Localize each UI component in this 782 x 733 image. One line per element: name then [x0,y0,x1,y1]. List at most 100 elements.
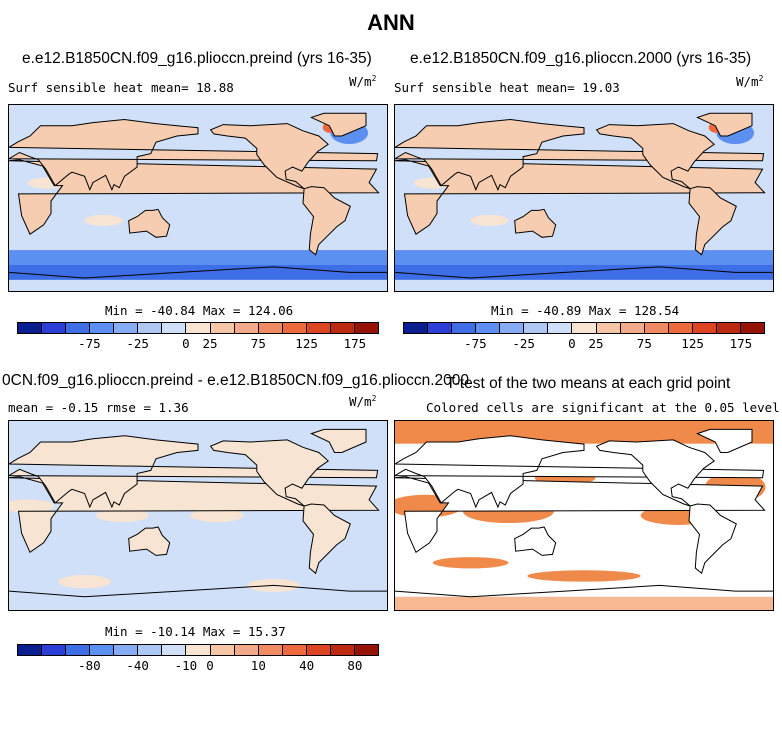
coastline-greenland [310,428,367,453]
colorbar-swatch [404,323,429,333]
coastline-eurasia [395,435,765,509]
colorbar-tick-label: 175 [343,336,367,351]
colorbar-swatch [306,323,331,333]
figure-title: ANN [367,10,415,35]
panel-2-map-svg [395,105,773,291]
colorbar-swatch [354,645,378,655]
colorbar-tick-label: 0 [182,336,190,351]
panel-1-variable-label: Surf sensible heat mean= 18.88 [8,80,234,95]
panel-4-map [394,420,774,611]
coastline-eurasia [9,435,379,509]
colorbar-tick-label: -25 [126,336,149,351]
southern-ocean-band [9,264,387,280]
panel-3-map [8,420,388,611]
colorbar-swatch [18,645,43,655]
colorbar-swatch [90,323,115,333]
coastline-namerica [595,123,716,190]
colorbar-swatch [306,645,331,655]
colorbar-swatch [210,645,235,655]
colorbar-swatch [42,645,67,655]
colorbar-swatch [114,323,139,333]
colorbar-swatch [548,323,573,333]
coastline-eurasia [395,118,765,192]
colorbar-tick-label: 80 [347,658,363,673]
panel-2-colorbar-labels: -75 -25 0 25 75 125 175 [403,336,765,352]
colorbar-swatch [500,323,525,333]
colorbar-swatch [138,645,163,655]
colorbar-tick-label: -25 [512,336,535,351]
coastline-eurasia [9,118,379,192]
coastline-antarctica [395,266,773,279]
colorbar-swatch [66,323,91,333]
coastline-australia [128,526,171,556]
panel-2-map [394,104,774,292]
panel-2-minmax: Min = -40.89 Max = 128.54 [491,303,680,318]
colorbar-swatch [644,323,669,333]
coastline-antarctica [395,584,773,598]
colorbar-swatch [138,323,163,333]
significant-region [527,570,641,582]
colorbar-swatch [258,645,283,655]
colorbar-swatch [66,645,91,655]
positive-patch [9,499,55,513]
coastline-antarctica [9,584,387,598]
positive-patch [470,214,509,226]
panel-2-title: e.e12.B1850CN.f09_g16.plioccn.2000 (yrs … [410,50,752,67]
panel-3-units: W/m2 [349,394,377,410]
panel-1-colorbar [17,322,379,334]
panel-3-variable-label: mean = -0.15 rmse = 1.36 [8,400,189,415]
panel-1-map-svg [9,105,387,291]
colorbar-tick-label: 175 [729,336,753,351]
colorbar-swatch [162,323,187,333]
colorbar-tick-label: 75 [250,336,266,351]
colorbar-swatch [42,323,67,333]
panel-3-minmax: Min = -10.14 Max = 15.37 [105,624,286,639]
positive-patch [84,214,123,226]
positive-patch [95,508,149,523]
colorbar-tick-label: -40 [126,658,149,673]
panel-4-annotation: Colored cells are significant at the 0.0… [426,400,780,415]
colorbar-tick-label: 25 [588,336,604,351]
panel-1-minmax: Min = -40.84 Max = 124.06 [105,303,294,318]
coastline-samerica [302,503,351,575]
coastline-australia [514,526,557,556]
colorbar-tick-label: 0 [206,658,214,673]
colorbar-swatch [620,323,645,333]
colorbar-swatch [692,323,717,333]
colorbar-swatch [282,323,307,333]
colorbar-swatch [162,645,187,655]
panel-1-colorbar-labels: -75 -25 0 25 75 125 175 [17,336,379,352]
colorbar-swatch [668,323,693,333]
coastline-namerica [595,439,716,507]
coastline-australia [128,208,171,238]
colorbar-tick-label: -75 [78,336,101,351]
coastline-namerica [209,439,330,507]
coastline-greenland [696,428,753,453]
panel-2-units: W/m2 [736,74,764,90]
colorbar-tick-label: -80 [78,658,101,673]
coastline-greenland [696,112,753,137]
significant-region [432,557,509,569]
panel-2-variable-label: Surf sensible heat mean= 19.03 [394,80,620,95]
colorbar-swatch [114,645,139,655]
colorbar-swatch [210,323,235,333]
colorbar-tick-label: 125 [681,336,704,351]
colorbar-swatch [452,323,477,333]
coastline-namerica [209,123,330,190]
colorbar-tick-label: 40 [299,658,315,673]
colorbar-swatch [428,323,453,333]
colorbar-tick-label: 75 [636,336,652,351]
southern-ocean-band [395,264,773,280]
panel-1-title: e.e12.B1850CN.f09_g16.plioccn.preind (yr… [22,50,372,67]
panel-1-units: W/m2 [349,74,377,90]
colorbar-swatch [330,323,355,333]
coastline-samerica [688,503,737,575]
colorbar-swatch [716,323,741,333]
coastline-samerica [302,186,351,256]
coastline-samerica [688,186,737,256]
colorbar-swatch [596,323,621,333]
panel-3-colorbar [17,644,379,656]
colorbar-tick-label: -75 [464,336,487,351]
coastline-greenland [310,112,367,137]
colorbar-swatch [18,323,43,333]
